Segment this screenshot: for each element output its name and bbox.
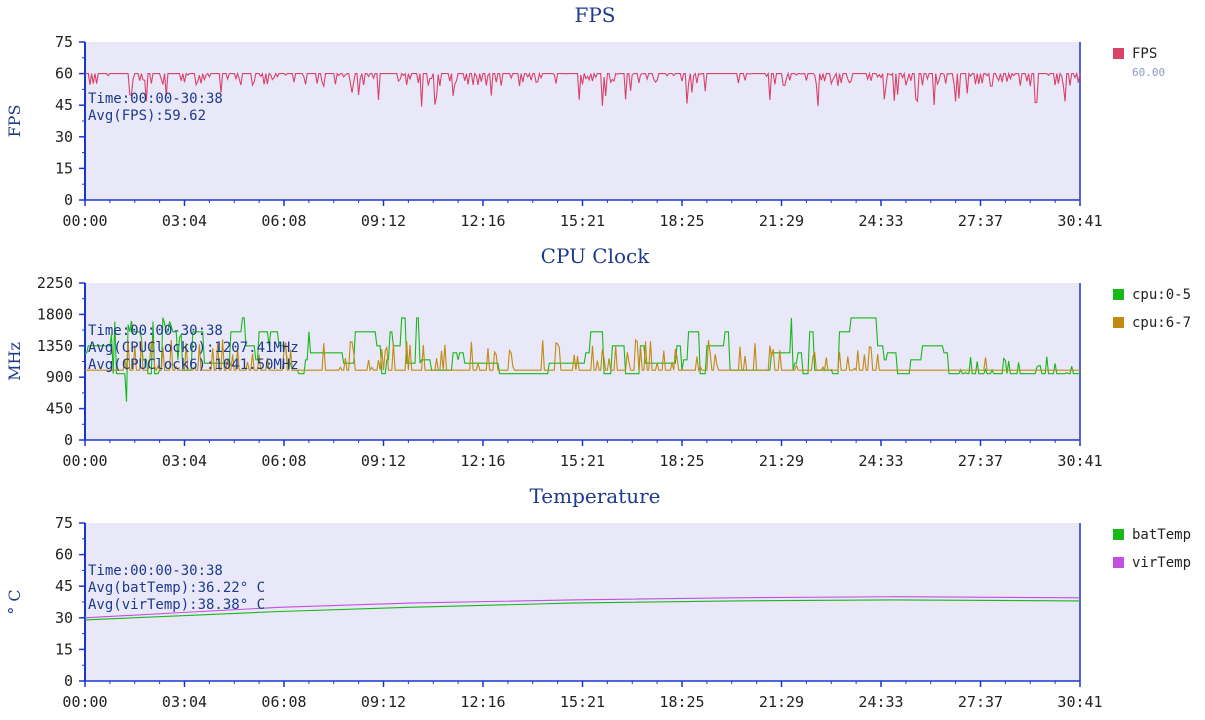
x-tick-label: 03:04 xyxy=(162,452,207,470)
y-tick-label: 30 xyxy=(55,128,73,146)
x-tick-label: 21:29 xyxy=(759,212,804,230)
chart-title: CPU Clock xyxy=(541,244,651,268)
stat-annotation: Avg(batTemp):36.22° C xyxy=(88,580,265,596)
stat-annotation: Avg(CPUClock6):1041.50MHz xyxy=(88,357,299,373)
legend-entry: batTemp xyxy=(1132,527,1191,543)
legend-value: 60.00 xyxy=(1132,66,1165,79)
y-tick-label: 60 xyxy=(55,65,73,83)
x-tick-label: 24:33 xyxy=(858,693,903,711)
x-tick-label: 21:29 xyxy=(759,452,804,470)
series-line-cpu-0-5 xyxy=(85,317,1080,402)
stat-annotation: Avg(virTemp):38.38° C xyxy=(88,597,265,613)
y-tick-label: 0 xyxy=(64,431,73,449)
x-tick-label: 27:37 xyxy=(958,693,1003,711)
chart-3: Temperature 0 15 30 45 60 75 00:00 03:04 06:08 09:… xyxy=(5,484,1191,711)
x-tick-label: 18:25 xyxy=(659,693,704,711)
legend-entry: cpu:6-7 xyxy=(1132,315,1191,331)
x-tick-label: 03:04 xyxy=(162,212,207,230)
y-tick-label: 15 xyxy=(55,159,73,177)
y-tick-label: 45 xyxy=(55,577,73,595)
x-tick-label: 06:08 xyxy=(261,452,306,470)
x-tick-label: 00:00 xyxy=(62,452,107,470)
x-tick-label: 12:16 xyxy=(460,212,505,230)
legend-entry: cpu:0-5 xyxy=(1132,287,1191,303)
x-tick-label: 03:04 xyxy=(162,693,207,711)
y-tick-label: 0 xyxy=(64,191,73,209)
x-tick-label: 00:00 xyxy=(62,212,107,230)
plot-area xyxy=(85,523,1080,681)
stat-annotation: Time:00:00-30:38 xyxy=(88,323,223,339)
x-tick-label: 27:37 xyxy=(958,452,1003,470)
x-tick-label: 30:41 xyxy=(1057,693,1102,711)
stat-annotation: Avg(FPS):59.62 xyxy=(88,108,206,124)
y-tick-label: 0 xyxy=(64,672,73,690)
y-tick-label: 60 xyxy=(55,546,73,564)
series-line-cpu-6-7 xyxy=(85,338,1080,373)
legend-swatch xyxy=(1113,529,1124,540)
legend-entry: FPS xyxy=(1132,46,1157,62)
y-tick-label: 2250 xyxy=(37,274,73,292)
x-tick-label: 18:25 xyxy=(659,452,704,470)
series-line-fps xyxy=(85,71,1081,107)
y-tick-label: 1350 xyxy=(37,337,73,355)
x-tick-label: 12:16 xyxy=(460,452,505,470)
y-tick-label: 450 xyxy=(46,400,73,418)
y-tick-label: 30 xyxy=(55,609,73,627)
legend-swatch xyxy=(1113,317,1124,328)
x-tick-label: 24:33 xyxy=(858,212,903,230)
x-tick-label: 30:41 xyxy=(1057,212,1102,230)
x-tick-label: 06:08 xyxy=(261,693,306,711)
y-tick-label: 75 xyxy=(55,33,73,51)
chart-1: FPS 0 15 30 45 60 75 00:00 03:04 06:08 09:12 12:16 1… xyxy=(5,3,1165,230)
x-tick-label: 09:12 xyxy=(361,693,406,711)
plot-area xyxy=(85,283,1080,440)
y-tick-label: 1800 xyxy=(37,305,73,323)
x-tick-label: 15:21 xyxy=(560,212,605,230)
x-tick-label: 30:41 xyxy=(1057,452,1102,470)
x-tick-label: 09:12 xyxy=(361,212,406,230)
x-tick-label: 24:33 xyxy=(858,452,903,470)
legend-swatch xyxy=(1113,557,1124,568)
x-tick-label: 06:08 xyxy=(261,212,306,230)
x-tick-label: 12:16 xyxy=(460,693,505,711)
chart-2: CPU Clock 0 450 900 1350 1800 2250 00:00 03:04 06… xyxy=(5,244,1191,470)
y-tick-label: 75 xyxy=(55,514,73,532)
chart-title: Temperature xyxy=(529,484,660,508)
x-tick-label: 00:00 xyxy=(62,693,107,711)
x-tick-label: 27:37 xyxy=(958,212,1003,230)
y-axis-label: FPS xyxy=(5,105,24,138)
legend-swatch xyxy=(1113,289,1124,300)
x-tick-label: 15:21 xyxy=(560,452,605,470)
y-axis-label: MHz xyxy=(5,342,24,381)
stat-annotation: Time:00:00-30:38 xyxy=(88,563,223,579)
x-tick-label: 21:29 xyxy=(759,693,804,711)
plot-area xyxy=(85,42,1080,200)
series-line-virtemp xyxy=(84,596,1081,619)
x-tick-label: 09:12 xyxy=(361,452,406,470)
legend-entry: virTemp xyxy=(1132,555,1191,571)
chart-title: FPS xyxy=(574,3,615,27)
stat-annotation: Avg(CPUClock0):1207.41MHz xyxy=(88,340,299,356)
x-tick-label: 18:25 xyxy=(659,212,704,230)
series-line-battemp xyxy=(84,599,1081,621)
y-tick-label: 45 xyxy=(55,96,73,114)
stat-annotation: Time:00:00-30:38 xyxy=(88,91,223,107)
legend-swatch xyxy=(1113,48,1124,59)
y-tick-label: 15 xyxy=(55,640,73,658)
y-axis-label: ° C xyxy=(5,589,24,614)
x-tick-label: 15:21 xyxy=(560,693,605,711)
y-tick-label: 900 xyxy=(46,368,73,386)
